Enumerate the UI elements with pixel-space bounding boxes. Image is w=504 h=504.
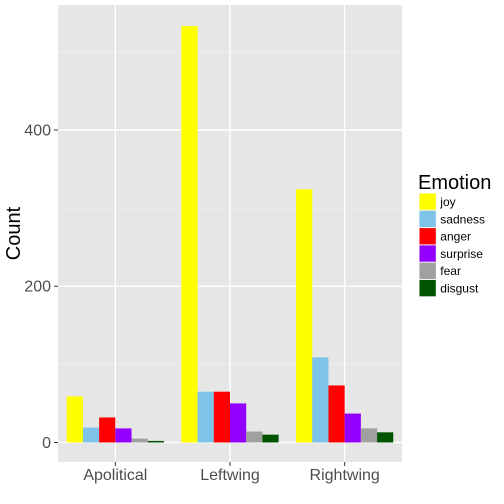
legend-label-surprise: surprise	[440, 247, 483, 261]
bar-surprise-rightwing	[344, 413, 361, 443]
bar-fear-apolitical	[131, 438, 148, 443]
legend: Emotion joy sadness anger surprise fear disgu…	[418, 172, 491, 297]
bar-surprise-apolitical	[115, 428, 132, 443]
y-tick-label: 0	[42, 435, 51, 452]
legend-key-surprise	[419, 245, 436, 262]
bar-fear-rightwing	[360, 428, 378, 443]
x-tick-label: Leftwing	[200, 467, 260, 484]
legend-key-disgust	[419, 280, 436, 297]
bar-anger-rightwing	[328, 385, 345, 443]
bar-disgust-apolitical	[147, 440, 164, 443]
bar-joy-rightwing	[296, 189, 313, 443]
x-tick-label: Rightwing	[310, 467, 380, 484]
x-axis: Apolitical Leftwing Rightwing	[83, 462, 380, 484]
bar-sadness-rightwing	[312, 357, 329, 443]
legend-label-sadness: sadness	[440, 212, 485, 226]
bar-joy-apolitical	[66, 396, 83, 443]
bar-sadness-apolitical	[82, 427, 100, 443]
bar-disgust-leftwing	[262, 434, 279, 443]
bar-disgust-rightwing	[377, 432, 394, 443]
legend-label-fear: fear	[440, 264, 461, 278]
bar-anger-leftwing	[213, 391, 230, 443]
bar-anger-apolitical	[99, 417, 116, 443]
bar-sadness-leftwing	[197, 391, 214, 443]
legend-title: Emotion	[418, 172, 491, 194]
legend-label-joy: joy	[439, 195, 455, 209]
legend-key-anger	[419, 228, 436, 245]
bar-fear-leftwing	[246, 431, 263, 443]
legend-key-joy	[419, 193, 436, 210]
legend-key-fear	[419, 262, 436, 279]
y-tick-label: 200	[24, 279, 51, 296]
y-axis-title: Count	[3, 206, 25, 260]
legend-label-anger: anger	[440, 230, 471, 244]
y-axis: 0 200 400	[24, 122, 58, 452]
x-tick-label: Apolitical	[83, 467, 147, 484]
legend-label-disgust: disgust	[440, 282, 479, 296]
y-tick-label: 400	[24, 122, 51, 139]
bar-surprise-leftwing	[230, 403, 247, 443]
legend-key-sadness	[419, 210, 436, 228]
bar-joy-leftwing	[181, 26, 198, 443]
bars	[66, 26, 394, 443]
